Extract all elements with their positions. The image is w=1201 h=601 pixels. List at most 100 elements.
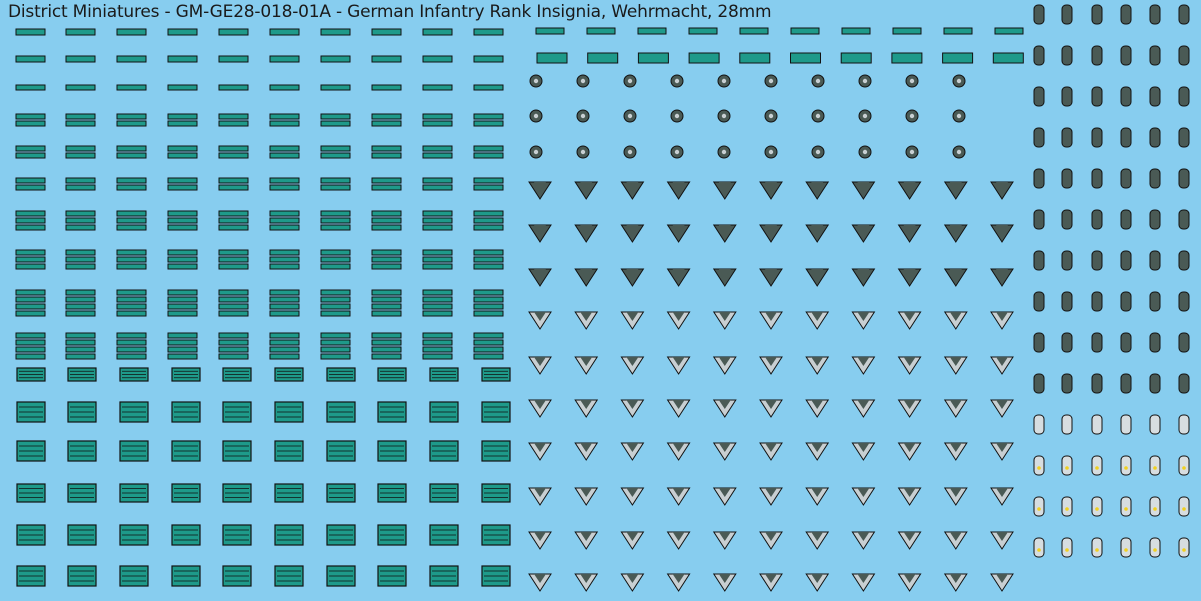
braid-bar — [15, 332, 46, 339]
shoulder-strap — [1091, 168, 1103, 189]
braid-bar — [167, 263, 198, 270]
braid-bar — [943, 27, 973, 35]
braid-bar — [218, 303, 249, 310]
braid-bar — [167, 55, 198, 63]
braid-bar — [65, 339, 96, 346]
braid-bar — [218, 55, 249, 63]
shoulder-strap — [1033, 373, 1045, 394]
braid-bar — [371, 177, 402, 184]
braid-bar — [473, 113, 504, 120]
braid-bar — [473, 120, 504, 127]
braid-bar — [65, 303, 96, 310]
braid-bar — [65, 249, 96, 256]
braid-bar — [167, 113, 198, 120]
braid-bar — [473, 224, 504, 231]
braid-bar — [218, 263, 249, 270]
braid-bar — [320, 249, 351, 256]
shoulder-strap — [1033, 4, 1045, 25]
braid-bar — [422, 120, 453, 127]
braid-bar — [116, 113, 147, 120]
chevron-row-6 — [528, 399, 1014, 418]
braid-bar — [15, 145, 46, 152]
braid-bar — [218, 353, 249, 360]
braid-bar — [15, 120, 46, 127]
shoulder-strap — [1091, 45, 1103, 66]
braid-bar — [116, 249, 147, 256]
shoulder-strap — [1033, 455, 1045, 476]
braid-bar — [371, 353, 402, 360]
braid-bar — [994, 27, 1024, 35]
braid-bar — [218, 177, 249, 184]
braid-bar — [269, 120, 300, 127]
braid-bar — [65, 55, 96, 63]
braid-bar — [790, 52, 821, 64]
braid-bar — [218, 145, 249, 152]
pip-badge-row-2 — [529, 109, 966, 123]
braid-bar — [116, 353, 147, 360]
shoulder-strap — [1061, 45, 1073, 66]
sheet-title: District Miniatures - GM-GE28-018-01A - … — [8, 2, 772, 22]
braid-bar — [371, 217, 402, 224]
braid-bar — [320, 332, 351, 339]
shoulder-strap — [1091, 537, 1103, 558]
shoulder-strap — [1033, 291, 1045, 312]
braid-bar — [65, 217, 96, 224]
braid-bar — [167, 145, 198, 152]
shoulder-strap — [1149, 537, 1161, 558]
braid-bar — [536, 52, 568, 64]
shoulder-strap — [1033, 168, 1045, 189]
braid-bar — [320, 55, 351, 63]
braid-row-7 — [15, 210, 504, 231]
braid-bar — [422, 346, 453, 353]
shoulder-strap — [1178, 291, 1190, 312]
braid-bar — [65, 84, 96, 91]
braid-bar — [65, 152, 96, 159]
shoulder-strap — [1178, 250, 1190, 271]
shoulder-strap — [1178, 4, 1190, 25]
braid-bar — [422, 210, 453, 217]
shoulder-strap — [1178, 332, 1190, 353]
braid-bar — [942, 52, 974, 64]
braid-bar — [15, 28, 46, 36]
braid-bar — [65, 120, 96, 127]
braid-bar — [473, 217, 504, 224]
braid-bar — [473, 256, 504, 263]
braid-bar — [269, 332, 300, 339]
shoulder-strap — [1149, 455, 1161, 476]
braid-bar — [269, 353, 300, 360]
braid-bar — [116, 346, 147, 353]
braid-bar — [320, 217, 351, 224]
braid-bar — [371, 152, 402, 159]
shoulder-strap-row-6 — [1033, 209, 1190, 230]
shoulder-strap — [1061, 496, 1073, 517]
braid-bar — [637, 27, 667, 35]
braid-bar — [422, 217, 453, 224]
braid-bar — [65, 332, 96, 339]
braid-bar — [371, 84, 402, 91]
collar-patch-row-4 — [16, 483, 511, 503]
braid-bar — [320, 339, 351, 346]
shoulder-strap-row-9 — [1033, 332, 1190, 353]
braid-bar — [269, 217, 300, 224]
shoulder-strap-row-12 — [1033, 455, 1190, 476]
braid-bar — [422, 353, 453, 360]
braid-bar — [371, 339, 402, 346]
braid-bar — [892, 27, 922, 35]
chevron-row-5 — [528, 356, 1014, 375]
braid-bar — [422, 113, 453, 120]
shoulder-strap — [1033, 496, 1045, 517]
shoulder-strap — [1120, 332, 1132, 353]
shoulder-strap — [1149, 332, 1161, 353]
braid-row-1 — [15, 28, 504, 36]
shoulder-strap — [1061, 4, 1073, 25]
braid-bar — [218, 184, 249, 191]
braid-bar — [320, 263, 351, 270]
braid-bar — [116, 256, 147, 263]
braid-bar — [65, 346, 96, 353]
braid-bar — [473, 346, 504, 353]
braid-bar — [473, 184, 504, 191]
braid-bar — [371, 113, 402, 120]
braid-bar — [65, 310, 96, 317]
